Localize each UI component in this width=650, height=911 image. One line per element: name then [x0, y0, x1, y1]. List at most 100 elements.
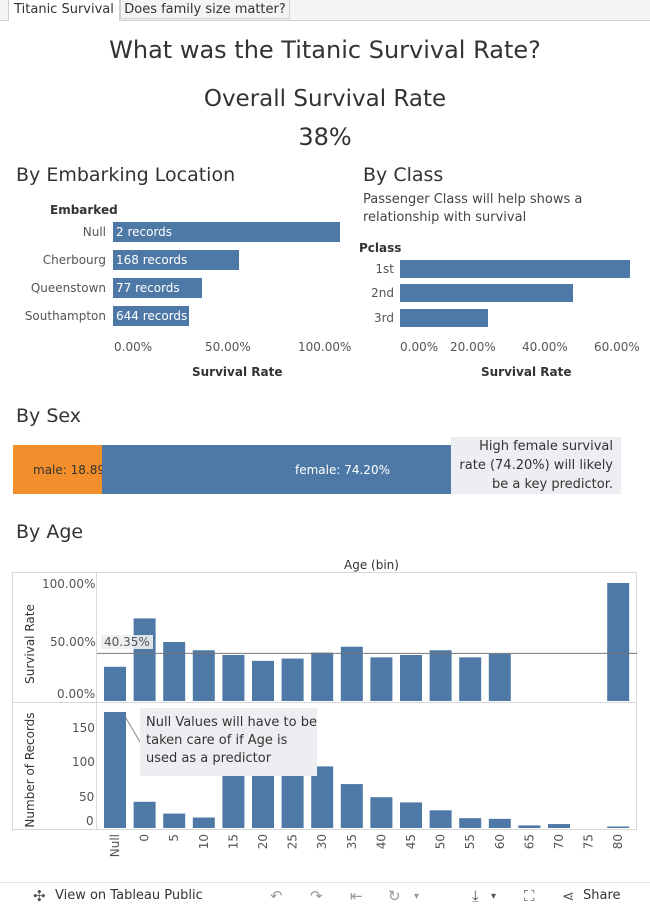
sex-bar-female[interactable] — [102, 445, 451, 494]
embark-bar-label: 168 records — [116, 253, 188, 267]
age-count-bar[interactable] — [370, 797, 393, 828]
view-on-tableau-link[interactable]: View on Tableau Public — [55, 888, 203, 903]
age-pane-divider — [12, 702, 637, 703]
age-rate-tick-50: 50.00% — [50, 635, 96, 649]
age-bin-label: 0 — [138, 834, 152, 842]
class-category-label: 3rd — [374, 311, 394, 325]
age-rate-bar[interactable] — [133, 618, 156, 701]
age-title: By Age — [16, 521, 84, 543]
undo-icon[interactable]: ↶ — [270, 887, 283, 905]
age-rate-bar[interactable] — [252, 660, 274, 701]
age-count-bar[interactable] — [340, 784, 363, 828]
age-bin-label: Null — [108, 834, 122, 857]
class-subtitle-1: Passenger Class will help shows a — [363, 192, 583, 207]
age-count-bar[interactable] — [222, 771, 245, 828]
redo-icon[interactable]: ↷ — [310, 887, 323, 905]
age-bin-label: 75 — [582, 834, 596, 849]
age-rate-bar[interactable] — [163, 642, 186, 701]
age-rate-bar[interactable] — [340, 646, 363, 701]
age-rate-bar[interactable] — [192, 650, 215, 701]
tab-titanic-survival[interactable]: Titanic Survival — [8, 0, 120, 21]
age-count-bar[interactable] — [400, 802, 422, 828]
age-count-bar[interactable] — [192, 817, 215, 828]
age-bin-label: 65 — [522, 834, 536, 849]
age-count-bar[interactable] — [488, 818, 511, 828]
sex-bar-male[interactable] — [13, 445, 102, 494]
age-rate-tick-100: 100.00% — [42, 577, 96, 591]
age-bin-label: 5 — [167, 834, 181, 842]
age-y-axis-line — [96, 572, 97, 830]
embark-bar[interactable] — [113, 250, 239, 270]
download-dropdown-icon[interactable]: ▾ — [491, 891, 497, 902]
dashboard-title: What was the Titanic Survival Rate? — [109, 36, 541, 64]
class-chart[interactable]: 1st 2nd 3rd — [360, 255, 650, 330]
sex-note-line-1: High female survival — [479, 439, 613, 454]
embark-bar[interactable] — [113, 278, 202, 298]
age-rate-bar[interactable] — [488, 653, 511, 701]
class-category-label: 2nd — [371, 286, 394, 300]
age-rate-bar[interactable] — [370, 657, 393, 701]
revert-icon[interactable]: ⇤ — [350, 887, 363, 905]
age-rate-bar[interactable] — [400, 654, 422, 701]
age-count-bar[interactable] — [548, 824, 570, 828]
class-bar[interactable] — [400, 309, 489, 327]
embark-chart[interactable]: Null 2 records Cherbourg 168 records Queenst… — [0, 218, 360, 338]
refresh-icon[interactable]: ↻ — [388, 887, 401, 905]
embark-category-label: Queenstown — [30, 281, 106, 295]
age-rate-tick-0: 0.00% — [57, 687, 96, 701]
class-tick-1: 20.00% — [450, 340, 496, 354]
sex-chart[interactable]: male: 18.89% female: 74.20% — [13, 445, 451, 494]
share-icon[interactable]: ⋖ — [562, 887, 575, 905]
age-rate-bar[interactable] — [222, 654, 245, 701]
age-bin-label: 50 — [434, 834, 448, 849]
sex-note-line-3: be a key predictor. — [491, 477, 613, 492]
class-header: Pclass — [359, 241, 402, 255]
refresh-dropdown-icon[interactable]: ▾ — [414, 891, 420, 902]
tab-bar: Titanic Survival Does family size matter… — [0, 0, 650, 21]
age-count-bar[interactable] — [459, 818, 482, 828]
age-count-bar[interactable] — [518, 825, 541, 828]
class-bar[interactable] — [400, 260, 631, 278]
age-bin-label: 15 — [226, 834, 240, 849]
age-count-bar[interactable] — [104, 711, 126, 828]
age-chart-frame — [12, 572, 637, 830]
age-count-bar[interactable] — [429, 810, 452, 828]
age-note-line-2: taken care of if Age is — [146, 733, 288, 748]
age-rate-bar[interactable] — [459, 657, 482, 701]
age-count-tick-0: 0 — [86, 814, 94, 828]
age-rate-bar[interactable] — [281, 658, 304, 701]
class-tick-0: 0.00% — [400, 340, 439, 354]
embark-bar[interactable] — [113, 306, 190, 326]
download-icon[interactable]: ⤓ — [472, 887, 479, 905]
age-bin-label: 40 — [374, 834, 388, 849]
fullscreen-icon[interactable]: ⛶ — [524, 887, 535, 905]
embark-bar-label: 77 records — [116, 281, 180, 295]
age-rate-bar[interactable] — [311, 652, 334, 701]
embark-category-label: Cherbourg — [42, 253, 106, 267]
sex-bar-female-label: female: 74.20% — [295, 463, 390, 477]
age-count-bar[interactable] — [133, 801, 156, 828]
class-axis-title: Survival Rate — [481, 365, 572, 379]
class-bar[interactable] — [400, 284, 573, 302]
embark-header: Embarked — [50, 203, 118, 217]
tab-family-size[interactable]: Does family size matter? — [120, 0, 290, 19]
sex-bar-male-label: male: 18.89% — [33, 463, 117, 477]
sex-annotation: High female survival rate (74.20%) will … — [451, 437, 621, 494]
age-count-bar[interactable] — [607, 826, 630, 829]
age-bin-label: 70 — [552, 834, 566, 849]
age-count-tick-50: 50 — [79, 790, 95, 804]
embark-bar[interactable] — [113, 222, 340, 242]
share-button[interactable]: Share — [583, 888, 621, 903]
age-chart[interactable]: Null 0 5 10 15 20 25 30 35 40 45 50 55 60 65 70 75 80 — [0, 0, 650, 880]
age-axis-title: Age (bin) — [344, 558, 399, 572]
age-ref-label: 40.35% — [101, 635, 153, 649]
embark-tick-0: 0.00% — [114, 340, 153, 354]
age-count-bar[interactable] — [311, 766, 334, 828]
age-rate-bar[interactable] — [429, 650, 452, 701]
age-count-bar[interactable] — [163, 813, 186, 828]
age-bin-label: 20 — [256, 834, 270, 849]
age-rate-bar[interactable] — [104, 666, 126, 701]
age-bin-label: 25 — [286, 834, 300, 849]
age-rate-bar[interactable] — [607, 583, 630, 701]
age-annotation-pointer — [125, 717, 141, 743]
